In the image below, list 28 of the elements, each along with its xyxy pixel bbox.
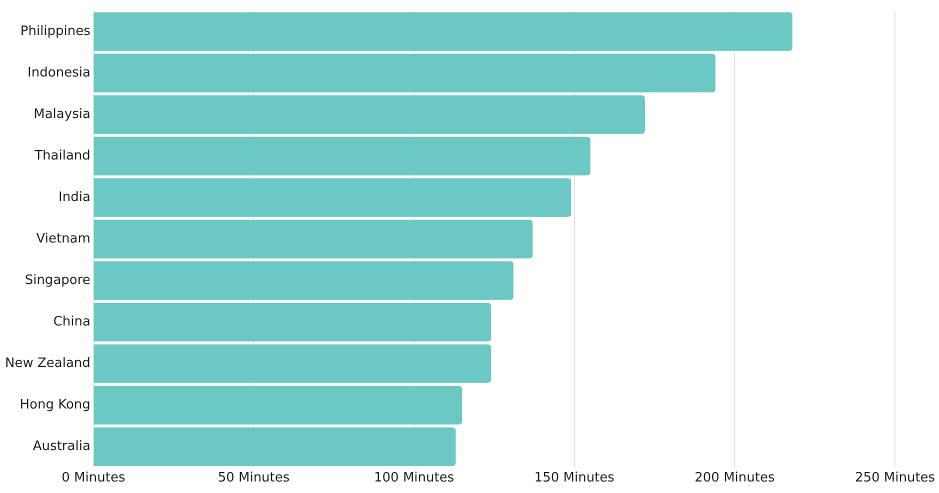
y-tick-label: Vietnam [36, 231, 90, 246]
y-tick-label: India [58, 190, 90, 205]
y-tick-label: Indonesia [28, 65, 90, 80]
x-tick-label: 150 Minutes [534, 470, 615, 486]
bar [94, 386, 462, 424]
y-tick-label: Malaysia [34, 106, 90, 122]
x-tick-label: 250 Minutes [854, 470, 936, 486]
x-tick-label: 0 Minutes [62, 470, 126, 486]
x-tick-label: 200 Minutes [694, 470, 775, 486]
x-tick-label: 50 Minutes [218, 470, 290, 486]
bar [94, 136, 590, 176]
y-tick-label: Philippines [20, 24, 91, 39]
y-tick-label: New Zealand [4, 356, 90, 371]
y-tick-label: Australia [32, 439, 90, 454]
y-tick-label: Thailand [34, 148, 90, 164]
bar [94, 427, 456, 466]
y-tick-label: Singapore [24, 272, 90, 288]
bar [94, 220, 533, 258]
x-tick-label: 100 Minutes [374, 470, 454, 486]
y-tick-label: Hong Kong [20, 398, 90, 413]
y-tick-label: China [53, 314, 90, 330]
bar [94, 344, 492, 383]
bar [94, 95, 645, 134]
bar [94, 178, 572, 217]
bar [94, 302, 492, 342]
bar [94, 12, 792, 51]
bar [94, 261, 514, 300]
bar [94, 54, 716, 92]
